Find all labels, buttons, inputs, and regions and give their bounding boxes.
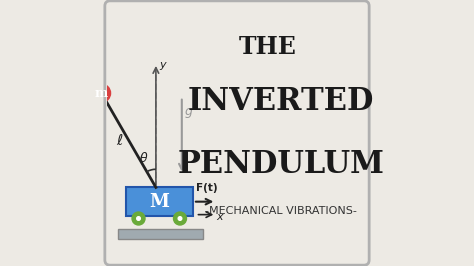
Text: $\ell$: $\ell$ (116, 133, 123, 148)
Circle shape (173, 212, 186, 225)
Circle shape (178, 217, 182, 220)
Text: x: x (216, 212, 223, 222)
Text: -MECHANICAL VIBRATIONS-: -MECHANICAL VIBRATIONS- (205, 206, 357, 216)
Text: INVERTED: INVERTED (188, 86, 374, 117)
Circle shape (137, 217, 140, 220)
Text: y: y (160, 60, 166, 70)
FancyBboxPatch shape (126, 188, 193, 216)
Text: F(t): F(t) (196, 183, 217, 193)
Text: g: g (184, 105, 192, 118)
Text: m: m (95, 87, 108, 100)
Text: M: M (149, 193, 169, 211)
Text: THE: THE (239, 35, 297, 60)
Circle shape (92, 84, 110, 102)
Text: $\theta$: $\theta$ (139, 151, 148, 164)
Circle shape (132, 212, 145, 225)
Text: PENDULUM: PENDULUM (178, 149, 384, 180)
FancyBboxPatch shape (118, 229, 203, 239)
